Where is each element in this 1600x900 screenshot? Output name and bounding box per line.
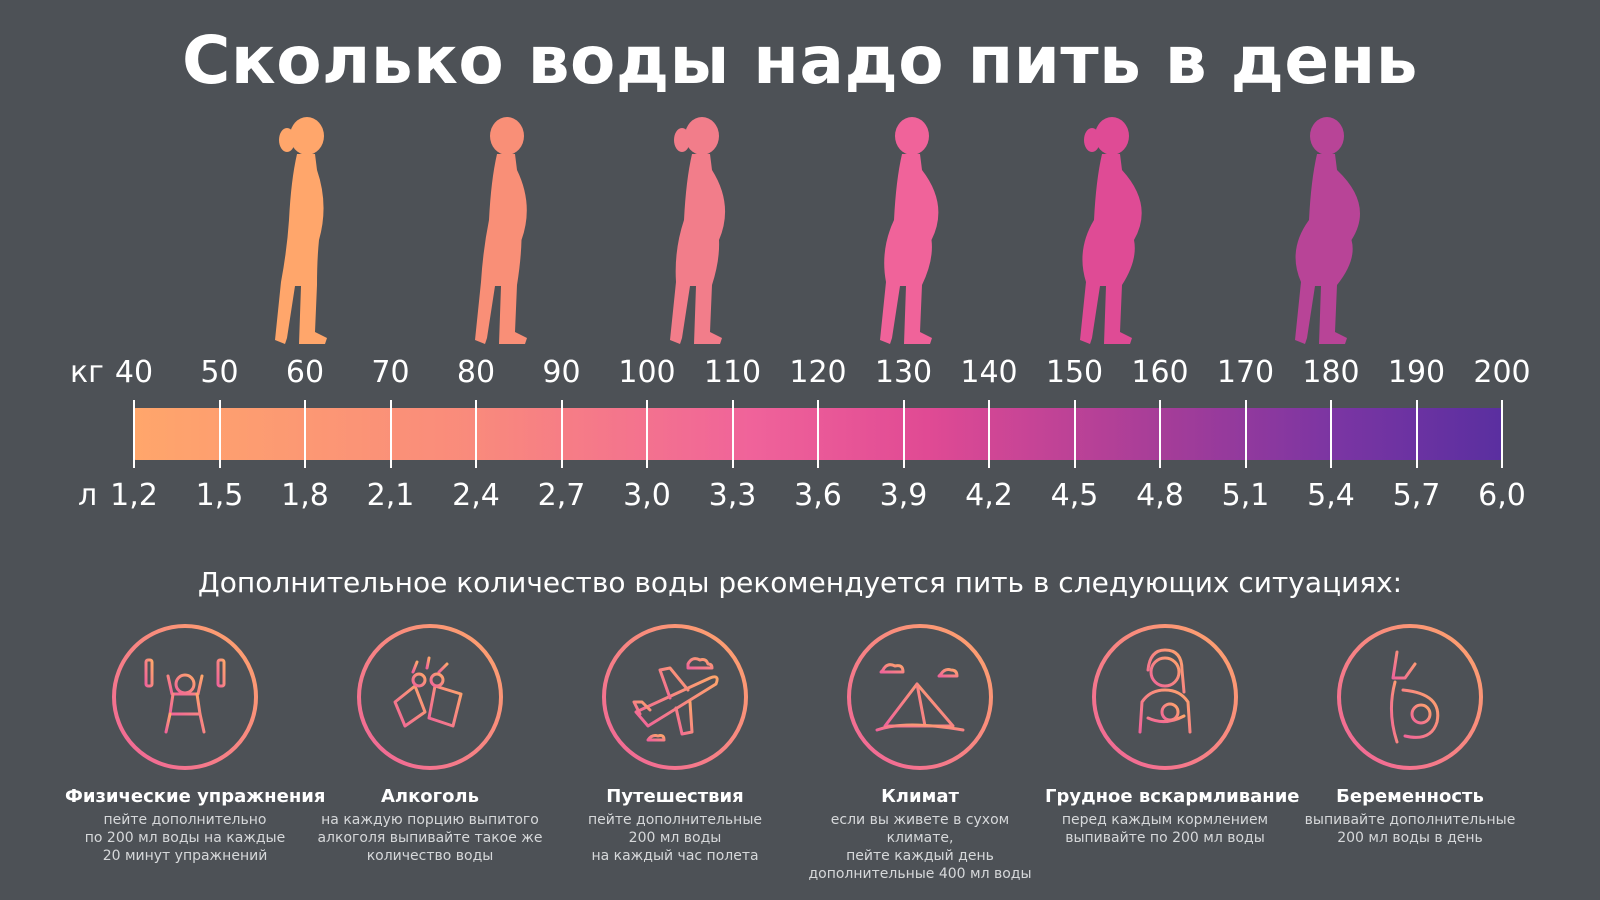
weight-tick-label: 130: [874, 355, 933, 390]
beer-toast-icon: [357, 624, 503, 770]
scale-tick: [1501, 400, 1503, 468]
situation-item: Путешествия пейте дополнительные 200 мл …: [555, 622, 795, 865]
man-silhouette-icon: [880, 117, 939, 344]
situation-title: Алкоголь: [380, 786, 480, 807]
weight-tick-label: 180: [1302, 355, 1360, 390]
water-unit-label: л: [78, 478, 98, 513]
scale-tick: [304, 400, 306, 468]
situation-description: пейте дополнительно по 200 мл воды на ка…: [84, 812, 286, 864]
weight-tick-label: 80: [456, 355, 496, 390]
situation-description: выпивайте дополнительные 200 мл воды в д…: [1304, 812, 1516, 846]
woman-silhouette-icon: [670, 117, 726, 344]
scale-tick: [1330, 400, 1332, 468]
breastfeeding-icon: [1092, 624, 1238, 770]
situations-heading: Дополнительное количество воды рекоменду…: [197, 566, 1403, 599]
situation-description: если вы живете в сухом климате, пейте ка…: [808, 812, 1032, 882]
situation-description: на каждую порцию выпитого алкоголя выпив…: [317, 812, 543, 864]
scale-tick: [218, 400, 221, 468]
liter-tick-label: 5,4: [1307, 478, 1355, 513]
airplane-icon: [602, 624, 748, 770]
weight-tick-label: 60: [285, 355, 325, 390]
scale-tick: [731, 400, 734, 468]
weight-tick-label: 200: [1473, 355, 1531, 390]
woman-silhouette-icon: [275, 117, 327, 344]
situation-item: Климат если вы живете в сухом климате, п…: [800, 622, 1040, 883]
liter-tick-label: 3,0: [623, 478, 671, 513]
weight-tick-label: 160: [1131, 355, 1189, 390]
liter-tick-label: 2,7: [537, 478, 586, 513]
page-title: Сколько воды надо пить в день: [181, 22, 1419, 99]
scale-tick: [1159, 400, 1161, 468]
liter-tick-label: 3,9: [879, 478, 928, 513]
scale-tick: [817, 400, 819, 468]
situation-title: Грудное вскармливание: [1045, 786, 1300, 807]
situation-description: пейте дополнительные 200 мл воды на кажд…: [587, 812, 763, 864]
liter-tick-label: 1,2: [110, 478, 158, 513]
body-silhouettes: [275, 117, 1361, 344]
liter-tick-label: 2,1: [366, 478, 415, 513]
weight-tick-label: 40: [114, 355, 154, 390]
weight-tick-label: 110: [703, 355, 762, 390]
scale-tick: [902, 400, 905, 468]
weight-tick-label: 90: [542, 355, 581, 390]
liter-tick-label: 1,5: [195, 478, 244, 513]
man-silhouette-icon: [475, 117, 527, 344]
situation-item: Алкоголь на каждую порцию выпитого алког…: [310, 622, 550, 865]
scale-tick: [1415, 400, 1418, 468]
liter-tick-label: 2,4: [452, 478, 500, 513]
man-silhouette-icon: [1295, 117, 1361, 344]
weight-tick-label: 120: [789, 355, 847, 390]
scale-tick: [1244, 400, 1247, 468]
scale-tick: [988, 400, 990, 468]
weight-tick-label: 50: [200, 355, 239, 390]
liter-tick-label: 5,1: [1221, 478, 1270, 513]
scale-tick: [1073, 400, 1076, 468]
situation-item: Физические упражнения пейте дополнительн…: [65, 622, 326, 865]
desert-pyramid-icon: [847, 624, 993, 770]
weight-unit-label: кг: [70, 355, 104, 390]
situation-title: Физические упражнения: [65, 786, 326, 807]
weight-tick-label: 150: [1045, 355, 1104, 390]
weight-tick-label: 190: [1387, 355, 1446, 390]
weight-tick-label: 100: [618, 355, 676, 390]
pregnancy-icon: [1337, 624, 1483, 770]
situation-item: Беременность выпивайте дополнительные 20…: [1290, 622, 1530, 847]
liter-tick-label: 4,8: [1136, 478, 1184, 513]
weightlifting-icon: [112, 624, 258, 770]
liter-tick-label: 4,2: [965, 478, 1013, 513]
liter-tick-label: 4,5: [1050, 478, 1099, 513]
liter-tick-label: 3,3: [708, 478, 757, 513]
liter-tick-label: 6,0: [1478, 478, 1526, 513]
scale-tick: [646, 400, 648, 468]
situation-description: перед каждым кормлением выпивайте по 200…: [1061, 812, 1269, 846]
scale-tick: [389, 400, 392, 468]
liter-tick-label: 3,6: [794, 478, 842, 513]
scale-tick: [475, 400, 477, 468]
weight-tick-label: 140: [960, 355, 1018, 390]
situation-title: Путешествия: [606, 786, 744, 807]
situation-item: Грудное вскармливание перед каждым кормл…: [1045, 622, 1300, 847]
liter-tick-label: 5,7: [1392, 478, 1441, 513]
weight-tick-label: 170: [1216, 355, 1275, 390]
liter-tick-label: 1,8: [281, 478, 329, 513]
scale-tick: [133, 400, 135, 468]
situation-title: Беременность: [1336, 786, 1484, 807]
woman-silhouette-icon: [1080, 117, 1142, 344]
scale-tick: [560, 400, 563, 468]
weight-tick-label: 70: [371, 355, 410, 390]
situation-title: Климат: [881, 786, 959, 807]
